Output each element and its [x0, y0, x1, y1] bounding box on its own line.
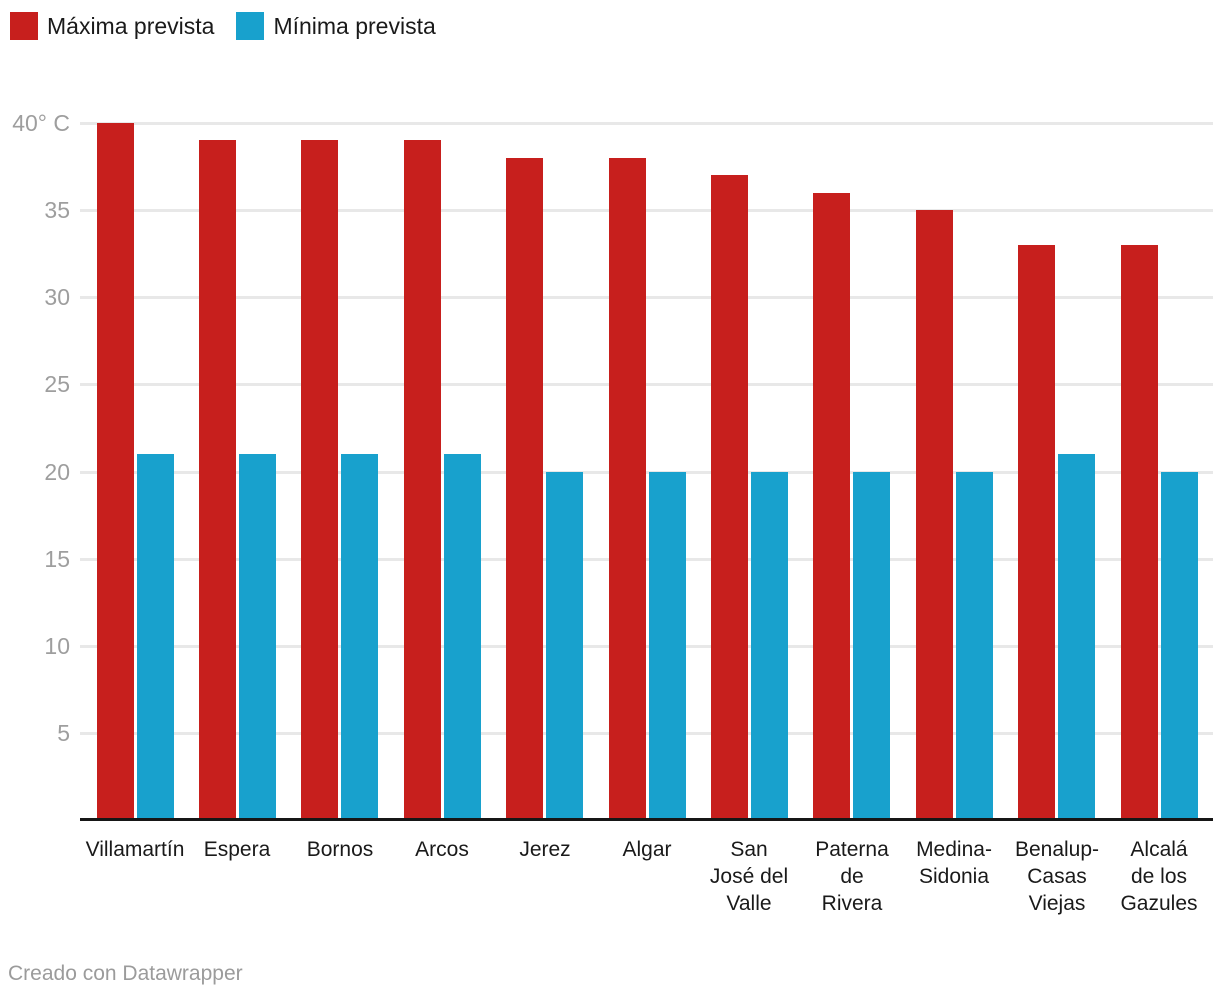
gridline-15	[80, 558, 1213, 561]
x-axis-category-label-line: Sidonia	[918, 865, 990, 888]
bar-maxima-1	[97, 123, 134, 820]
gridline-5	[80, 732, 1213, 735]
bar-minima-4	[444, 454, 481, 820]
x-axis-category-label-line: San	[730, 838, 768, 861]
y-axis-tick-label-25: 25	[44, 371, 70, 397]
x-axis-category-label-5: Jerez	[480, 836, 610, 863]
x-axis-category-label-line: José del	[709, 865, 789, 888]
y-axis-tick-label-40: 40° C	[12, 110, 70, 136]
legend-item-minima: Mínima prevista	[236, 12, 436, 40]
x-axis-category-label-line: Benalup-	[1014, 838, 1100, 861]
gridline-40	[80, 122, 1213, 125]
datawrapper-credit-link[interactable]: Creado con Datawrapper	[8, 962, 243, 985]
y-axis-tick-label-20: 20	[44, 459, 70, 485]
bar-maxima-4	[404, 140, 441, 820]
x-axis-category-label-line: Jerez	[519, 838, 571, 861]
bar-minima-11	[1161, 472, 1198, 820]
x-axis-category-label-line: Bornos	[306, 838, 374, 861]
x-axis-category-label-8: Paterna de Rivera	[787, 836, 917, 917]
bar-maxima-8	[813, 193, 850, 820]
x-axis-category-label-4: Arcos	[377, 836, 507, 863]
bar-minima-6	[649, 472, 686, 820]
gridline-30	[80, 296, 1213, 299]
y-axis-tick-label-35: 35	[44, 197, 70, 223]
y-axis-tick-label-15: 15	[44, 546, 70, 572]
x-axis-category-label-2: Espera	[172, 836, 302, 863]
x-axis-category-label-line: Algar	[622, 838, 672, 861]
gridline-35	[80, 209, 1213, 212]
bar-maxima-9	[916, 210, 953, 820]
x-axis-category-label-line: Espera	[203, 838, 271, 861]
bar-maxima-7	[711, 175, 748, 820]
gridline-25	[80, 383, 1213, 386]
bar-minima-8	[853, 472, 890, 820]
bar-minima-2	[239, 454, 276, 820]
bar-maxima-11	[1121, 245, 1158, 820]
x-axis-category-label-10: Benalup- Casas Viejas	[992, 836, 1122, 917]
x-axis-category-label-line: Valle	[726, 892, 772, 915]
x-axis-category-label-line: Alcalá	[1130, 838, 1188, 861]
x-axis-category-label-line: Paterna	[815, 838, 889, 861]
bar-minima-1	[137, 454, 174, 820]
gridline-10	[80, 645, 1213, 648]
x-axis-category-label-line: Casas	[1027, 865, 1087, 888]
y-axis-tick-label-5: 5	[57, 720, 70, 746]
legend: Máxima prevista Mínima prevista	[10, 12, 458, 40]
y-axis-tick-label-10: 10	[44, 633, 70, 659]
bar-maxima-3	[301, 140, 338, 820]
bar-minima-5	[546, 472, 583, 820]
bar-maxima-6	[609, 158, 646, 820]
bar-maxima-2	[199, 140, 236, 820]
bar-minima-7	[751, 472, 788, 820]
x-axis-category-label-line: de	[840, 865, 864, 888]
x-axis-category-label-1: Villamartín	[70, 836, 200, 863]
x-axis-category-label-line: Medina-	[916, 838, 992, 861]
x-axis-category-label-3: Bornos	[275, 836, 405, 863]
bar-minima-9	[956, 472, 993, 820]
legend-item-maxima: Máxima prevista	[10, 12, 214, 40]
x-axis-category-label-line: Arcos	[415, 838, 469, 861]
x-axis-category-label-line: Viejas	[1028, 892, 1086, 915]
legend-label-maxima: Máxima prevista	[47, 12, 215, 39]
legend-label-minima: Mínima prevista	[273, 12, 436, 39]
x-axis-category-label-line: Villamartín	[85, 838, 185, 861]
x-axis-category-label-6: Algar	[582, 836, 712, 863]
gridline-20	[80, 471, 1213, 474]
x-axis-category-label-line: Rivera	[821, 892, 883, 915]
x-axis-category-label-9: Medina- Sidonia	[889, 836, 1019, 890]
bar-maxima-10	[1018, 245, 1055, 820]
legend-swatch-minima-icon	[236, 12, 265, 40]
bar-minima-10	[1058, 454, 1095, 820]
legend-swatch-maxima-icon	[10, 12, 38, 40]
x-axis-line	[80, 818, 1213, 821]
y-axis-tick-label-30: 30	[44, 284, 70, 310]
x-axis-category-label-line: Gazules	[1120, 892, 1198, 915]
x-axis-category-label-line: de los	[1130, 865, 1188, 888]
x-axis-category-label-11: Alcalá de los Gazules	[1094, 836, 1220, 917]
x-axis-category-label-7: San José del Valle	[684, 836, 814, 917]
bar-minima-3	[341, 454, 378, 820]
bar-maxima-5	[506, 158, 543, 820]
